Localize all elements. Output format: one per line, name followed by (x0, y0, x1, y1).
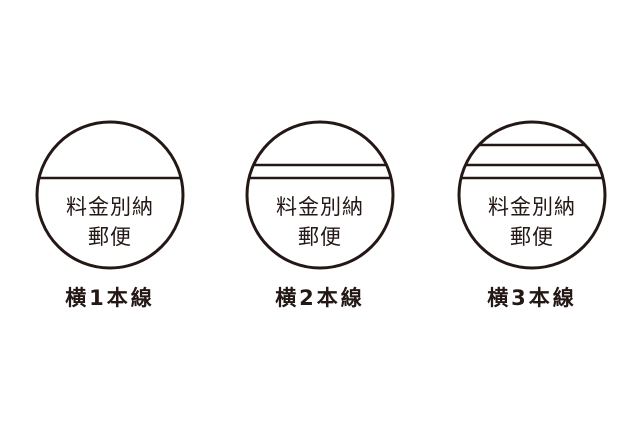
mark-2-text-line1: 料金別納 (276, 195, 364, 219)
mark-3-circle (457, 120, 607, 270)
mark-1-caption: 横1本線 (65, 286, 155, 310)
mark-1-text-line2: 郵便 (88, 225, 132, 249)
mark-1-text-line1: 料金別納 (66, 195, 154, 219)
mark-3-text-line1: 料金別納 (488, 195, 576, 219)
mark-2-text-line2: 郵便 (298, 225, 342, 249)
mark-2-circle (245, 120, 395, 270)
mark-1-circle (35, 120, 185, 270)
mark-2-caption: 横2本線 (275, 286, 365, 310)
mark-3-text-line2: 郵便 (510, 225, 554, 249)
mark-3-caption: 横3本線 (487, 286, 577, 310)
